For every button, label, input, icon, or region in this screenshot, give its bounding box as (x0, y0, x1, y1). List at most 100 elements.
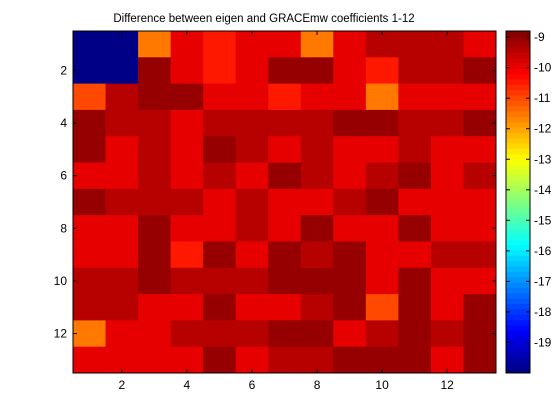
y-tick-label: 10 (54, 274, 68, 288)
colorbar-band (506, 335, 530, 342)
colorbar-ticks: -9 -10 -11 -12 -13 -14 -15 -16 -17 -18 -19 (506, 30, 552, 349)
colorbar-tick-label: -14 (534, 183, 552, 197)
colorbar-band (506, 105, 530, 112)
heatmap-cell (235, 267, 269, 295)
heatmap-cell (430, 267, 464, 295)
heatmap-cell (333, 215, 367, 242)
colorbar-band (506, 95, 530, 101)
heatmap-cell (138, 215, 172, 242)
colorbar-band (506, 68, 530, 75)
y-axis-ticks: 2 4 6 8 10 12 (54, 63, 496, 341)
colorbar-band (506, 159, 530, 165)
x-tick-label: 6 (249, 378, 256, 392)
heatmap-cell (73, 294, 106, 321)
colorbar-band (506, 89, 530, 96)
heatmap-cell (300, 188, 334, 216)
heatmap-cell (430, 215, 464, 242)
heatmap-cell (300, 215, 334, 242)
y-tick-label: 8 (60, 221, 67, 235)
heatmap-cell (268, 162, 302, 190)
heatmap-cell (333, 188, 367, 216)
y-tick-label: 2 (60, 63, 67, 77)
heatmap-cell (235, 346, 269, 374)
colorbar-tick-label: -15 (534, 213, 552, 227)
heatmap-cell (398, 267, 432, 295)
heatmap-cell (105, 83, 139, 111)
heatmap-cell (365, 346, 399, 374)
heatmap-cell (138, 346, 172, 374)
heatmap-cell (430, 188, 464, 216)
colorbar-band (506, 84, 530, 91)
colorbar-band (506, 298, 530, 304)
heatmap-cell (333, 136, 367, 163)
heatmap-cell (203, 215, 237, 242)
colorbar-band (506, 202, 530, 208)
heatmap-cell (235, 162, 269, 190)
heatmap-cell (170, 31, 204, 58)
heatmap-cell (365, 215, 399, 242)
heatmap-cell (105, 162, 139, 190)
heatmap-cell (235, 83, 269, 111)
heatmap-cell (430, 83, 464, 111)
colorbar-band (506, 52, 530, 59)
heatmap-cell (333, 162, 367, 190)
heatmap-cell (105, 188, 139, 216)
colorbar-band (506, 319, 530, 326)
heatmap-cell (105, 320, 139, 348)
heatmap-cell (138, 294, 172, 321)
colorbar-band (506, 255, 530, 262)
heatmap-cell (463, 162, 497, 190)
colorbar-band (506, 351, 530, 358)
heatmap-cell (430, 294, 464, 321)
heatmap-cell (138, 241, 172, 269)
heatmap-cell (138, 162, 172, 190)
colorbar-band (506, 191, 530, 198)
heatmap-cell (333, 267, 367, 295)
heatmap-cell (430, 109, 464, 137)
heatmap-cell (268, 215, 302, 242)
heatmap-cell (365, 294, 399, 321)
colorbar-band (506, 185, 530, 192)
heatmap-cell (73, 320, 106, 348)
x-tick-label: 12 (441, 378, 455, 392)
colorbar-band (506, 121, 530, 128)
colorbar-band (506, 271, 530, 278)
heatmap-cell (235, 294, 269, 321)
heatmap-cell (203, 57, 237, 85)
heatmap-cell (300, 294, 334, 321)
heatmap-cell (300, 346, 334, 374)
heatmap-cell (73, 31, 106, 58)
heatmap-cell (235, 320, 269, 348)
heatmap-cell (300, 57, 334, 85)
heatmap-cell (300, 241, 334, 269)
colorbar-band (506, 324, 530, 331)
heatmap-cell (138, 136, 172, 163)
heatmap-cell (463, 188, 497, 216)
colorbar-band (506, 266, 530, 272)
heatmap-cell (300, 162, 334, 190)
heatmap-cell (398, 346, 432, 374)
colorbar-band (506, 132, 530, 139)
heatmap-cell (105, 241, 139, 269)
x-tick-label: 10 (375, 378, 389, 392)
heatmap-cell (300, 136, 334, 163)
heatmap-cell (203, 346, 237, 374)
colorbar (506, 31, 530, 374)
heatmap-cell (105, 346, 139, 374)
colorbar-band (506, 164, 530, 171)
chart-title: Difference between eigen and GRACEmw coe… (113, 13, 414, 25)
heatmap-cell (268, 31, 302, 58)
colorbar-band (506, 287, 530, 294)
heatmap-cell (463, 109, 497, 137)
heatmap-cell (333, 241, 367, 269)
heatmap-cell (170, 267, 204, 295)
heatmap-cell (138, 267, 172, 295)
heatmap-cell (105, 294, 139, 321)
colorbar-band (506, 250, 530, 256)
heatmap-cell (398, 31, 432, 58)
heatmap-cell (333, 294, 367, 321)
heatmap-cell (365, 31, 399, 58)
heatmap-cell (268, 188, 302, 216)
colorbar-band (506, 47, 530, 53)
